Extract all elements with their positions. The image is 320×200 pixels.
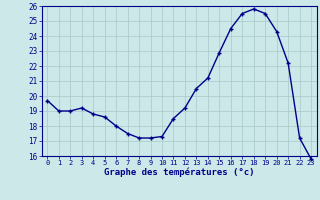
X-axis label: Graphe des températures (°c): Graphe des températures (°c) [104, 168, 254, 177]
